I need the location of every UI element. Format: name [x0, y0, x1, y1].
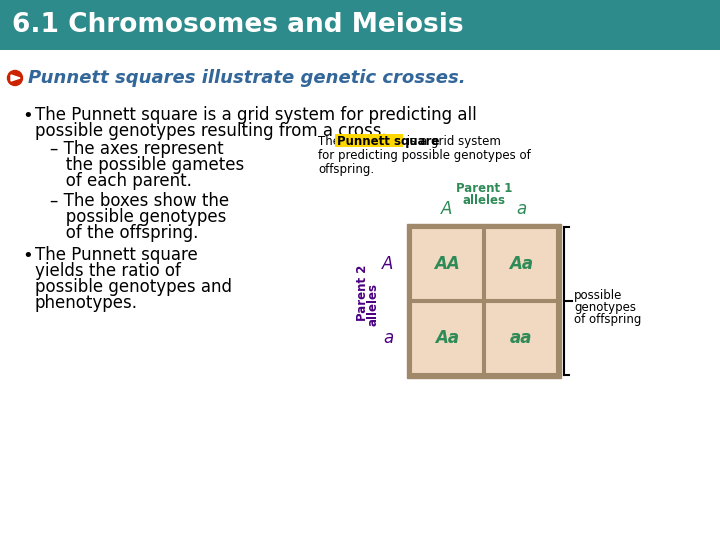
Text: offspring.: offspring. [318, 163, 374, 176]
Text: alleles: alleles [462, 194, 505, 207]
Bar [0, 0, 720, 50]
Text: •: • [22, 247, 32, 265]
Text: 6.1 Chromosomes and Meiosis: 6.1 Chromosomes and Meiosis [12, 12, 464, 38]
Text: – The axes represent: – The axes represent [50, 140, 224, 158]
Text: •: • [22, 107, 32, 125]
Text: is a grid system: is a grid system [403, 135, 501, 148]
Polygon shape [11, 75, 20, 81]
Text: The: The [318, 135, 343, 148]
Text: of offspring: of offspring [574, 313, 642, 326]
Bar [411, 302, 483, 374]
Text: Punnett squares illustrate genetic crosses.: Punnett squares illustrate genetic cross… [28, 69, 466, 87]
Text: The Punnett square is a grid system for predicting all: The Punnett square is a grid system for … [35, 106, 477, 124]
Text: genotypes: genotypes [574, 300, 636, 314]
Bar [335, 134, 403, 147]
Text: yields the ratio of: yields the ratio of [35, 262, 181, 280]
Bar [411, 228, 483, 300]
Text: The Punnett square: The Punnett square [35, 246, 198, 264]
Text: AA: AA [434, 255, 460, 273]
Text: a: a [383, 329, 393, 347]
Text: possible genotypes resulting from a cross.: possible genotypes resulting from a cros… [35, 122, 387, 140]
Text: – The boxes show the: – The boxes show the [50, 192, 229, 210]
Text: A: A [382, 255, 394, 273]
Circle shape [7, 71, 22, 85]
Text: aa: aa [510, 329, 532, 347]
Bar [485, 228, 557, 300]
Text: of the offspring.: of the offspring. [50, 224, 199, 242]
Text: of each parent.: of each parent. [50, 172, 192, 190]
Text: Punnett square: Punnett square [337, 135, 439, 148]
Text: Parent 2: Parent 2 [356, 265, 369, 321]
Text: possible: possible [574, 288, 622, 301]
Bar [407, 224, 561, 378]
Text: A: A [441, 200, 453, 218]
Text: for predicting possible genotypes of: for predicting possible genotypes of [318, 149, 531, 162]
Bar [485, 302, 557, 374]
Text: Parent 1: Parent 1 [456, 183, 512, 195]
Text: Aa: Aa [435, 329, 459, 347]
Text: phenotypes.: phenotypes. [35, 294, 138, 312]
Text: Aa: Aa [509, 255, 533, 273]
Text: the possible gametes: the possible gametes [50, 156, 244, 174]
Text: possible genotypes: possible genotypes [50, 208, 226, 226]
Text: possible genotypes and: possible genotypes and [35, 278, 232, 296]
Text: alleles: alleles [366, 284, 379, 327]
Text: a: a [516, 200, 526, 218]
